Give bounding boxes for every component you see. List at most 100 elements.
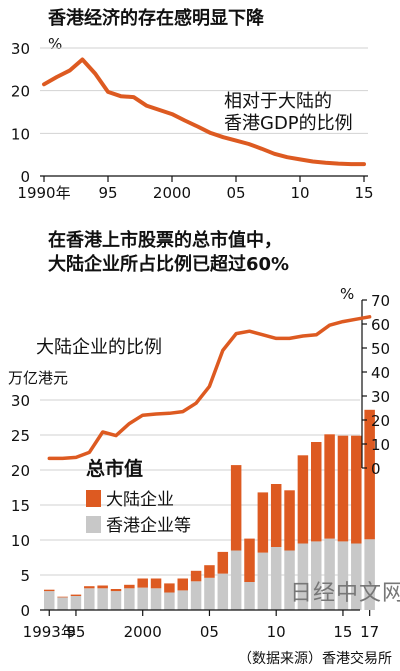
legend-swatch-mainland (86, 490, 101, 507)
bar-mainland-1996 (84, 586, 95, 589)
bar-hongkong-2006 (217, 573, 229, 610)
chart1-y-unit: % (48, 35, 62, 53)
bar-hongkong-2000 (137, 587, 148, 610)
chart1-y-ticks: 0 10 20 30 (11, 40, 30, 186)
bar-hongkong-2008 (244, 582, 255, 610)
chart2-legend: 总市值 大陆企业 香港企业等 (86, 457, 191, 536)
bar-hongkong-2013 (311, 541, 322, 610)
bar-mainland-2003 (177, 578, 188, 591)
chart2-xtick-label-1: 95 (66, 623, 85, 641)
chart1-xtick-label-5: 15 (354, 184, 373, 202)
bar-mainland-2013 (311, 442, 322, 542)
bar-mainland-2001 (150, 578, 162, 589)
bar-mainland-1999 (124, 584, 135, 589)
bar-mainland-2007 (230, 465, 242, 551)
bar-mainland-2004 (190, 570, 202, 582)
legend-label-mainland: 大陆企业 (106, 490, 174, 510)
chart1-title: 香港经济的存在感明显下降 (47, 7, 265, 29)
chart2-xtick-label-2: 2000 (124, 623, 162, 641)
chart1-gridlines (40, 47, 368, 134)
bar-hongkong-1995 (70, 596, 82, 610)
chart1-xtick-label-0: 1990年 (17, 184, 70, 202)
bar-mainland-1994 (57, 596, 68, 598)
bar-hongkong-2009 (257, 552, 269, 610)
chart1-annotation-line1: 相对于大陆的 (224, 91, 332, 112)
chart2-xtick-label-4: 10 (267, 623, 286, 641)
bar-mainland-2011 (284, 490, 295, 551)
legend-swatch-hongkong (86, 516, 101, 533)
bar-mainland-2015 (337, 435, 349, 542)
bar-hongkong-2005 (204, 577, 215, 610)
chart2-left-tick-5: 25 (11, 427, 30, 445)
bar-mainland-1998 (110, 589, 122, 592)
chart2-xtick-label-5: 15 (333, 623, 352, 641)
chart2-right-tick-2: 20 (371, 412, 390, 430)
chart2-xtick-label-3: 05 (200, 623, 219, 641)
chart1-group: 香港经济的存在感明显下降 % 0 10 20 30 1990年 95 2000 05 10 15… (11, 7, 374, 202)
chart2-line-label: 大陆企业的比例 (36, 337, 162, 358)
bar-hongkong-2002 (164, 592, 175, 610)
bar-mainland-1993 (44, 589, 55, 592)
legend-title: 总市值 (86, 457, 143, 480)
chart2-title-line1: 在香港上市股票的总市值中， (48, 229, 282, 251)
bar-mainland-2006 (217, 551, 229, 574)
chart2-left-ticks: 0 5 10 15 20 25 30 (11, 392, 30, 620)
bar-hongkong-2001 (150, 588, 162, 610)
chart2-right-tick-6: 60 (371, 316, 390, 334)
chart2-right-tick-0: 0 (371, 460, 381, 478)
bar-mainland-1997 (97, 585, 108, 589)
chart2-group: 在香港上市股票的总市值中， 大陆企业所占比例已超过60% % 万亿港元 0510… (8, 229, 390, 641)
bar-mainland-2000 (137, 578, 148, 588)
chart2-left-tick-3: 15 (11, 497, 30, 515)
bar-mainland-2014 (324, 434, 335, 539)
chart1-ytick-0: 0 (20, 168, 30, 186)
chart2-right-ticks: 0 10 20 30 40 50 60 70 (362, 292, 390, 478)
chart1-xtick-label-2: 2000 (153, 184, 191, 202)
chart2-xtick-label-0: 1993年 (23, 623, 76, 641)
chart2-left-tick-4: 20 (11, 462, 30, 480)
chart1-series-line (42, 57, 366, 167)
bar-hongkong-1993 (44, 591, 55, 610)
bar-mainland-2010 (270, 484, 282, 547)
bar-mainland-2017 (364, 409, 375, 540)
chart1-xtick-label-3: 05 (226, 184, 245, 202)
bar-mainland-2008 (244, 538, 255, 582)
chart2-left-tick-2: 10 (11, 532, 30, 550)
bar-hongkong-2010 (270, 547, 282, 610)
chart2-title-line2: 大陆企业所占比例已超过60% (48, 253, 289, 275)
bar-hongkong-2017 (364, 539, 375, 610)
chart1-x-ticks: 1990年 95 2000 05 10 15 (17, 176, 374, 202)
chart2-left-tick-1: 5 (20, 567, 30, 585)
chart2-ratio-line (47, 315, 372, 461)
chart2-xtick-label-6: 17 (360, 623, 379, 641)
bar-hongkong-1996 (84, 588, 95, 610)
legend-label-hongkong: 香港企业等 (106, 516, 191, 536)
bar-mainland-1995 (70, 594, 82, 596)
bar-hongkong-1999 (124, 588, 135, 610)
bar-hongkong-2012 (297, 543, 309, 610)
bar-hongkong-2007 (230, 550, 242, 610)
bar-mainland-2005 (204, 565, 215, 578)
chart2-left-tick-6: 30 (11, 392, 30, 410)
bar-hongkong-2003 (177, 590, 188, 610)
chart2-left-unit: 万亿港元 (8, 369, 68, 387)
chart2-right-tick-7: 70 (371, 292, 390, 310)
chart2-right-tick-1: 10 (371, 436, 390, 454)
bar-mainland-2009 (257, 492, 269, 553)
chart2-right-tick-3: 30 (371, 388, 390, 406)
chart1-ytick-2: 20 (11, 83, 30, 101)
bar-hongkong-2004 (190, 581, 202, 610)
bar-hongkong-1997 (97, 588, 108, 610)
bar-mainland-2012 (297, 455, 309, 544)
bar-hongkong-1994 (57, 597, 68, 610)
chart1-xtick-label-4: 10 (290, 184, 309, 202)
source-note: （数据来源）香港交易所 (238, 650, 392, 667)
bar-hongkong-2016 (351, 543, 362, 610)
chart1-xtick-label-1: 95 (98, 184, 117, 202)
chart2-bars (44, 409, 375, 610)
chart1-annotation-line2: 香港GDP的比例 (224, 113, 353, 134)
chart2-right-tick-5: 50 (371, 340, 390, 358)
bar-hongkong-2015 (337, 541, 349, 610)
